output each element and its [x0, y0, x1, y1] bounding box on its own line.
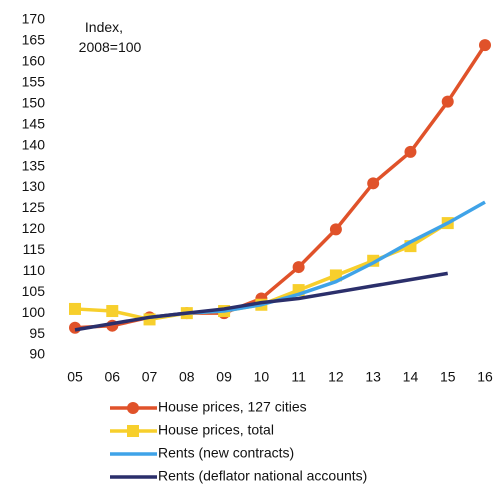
legend-label: House prices, 127 cities — [158, 399, 307, 415]
series-line — [74, 44, 487, 330]
x-tick-label: 08 — [179, 369, 195, 385]
y-tick-label: 155 — [22, 74, 46, 90]
x-tick-label: 16 — [477, 369, 493, 385]
x-tick-label: 06 — [104, 369, 120, 385]
annotation: Index, 2008=100 — [79, 19, 142, 55]
x-tick-label: 14 — [403, 369, 419, 385]
point — [106, 305, 119, 318]
series-line — [149, 200, 486, 320]
y-tick-label: 170 — [22, 11, 46, 27]
y-tick-label: 90 — [29, 346, 45, 362]
series-line — [74, 271, 449, 332]
x-tick-label: 15 — [440, 369, 456, 385]
y-tick-label: 125 — [22, 199, 46, 215]
y-tick-label: 145 — [22, 115, 46, 131]
point — [479, 39, 491, 52]
y-tick-label: 105 — [22, 283, 46, 299]
x-tick-label: 10 — [254, 369, 270, 385]
y-tick-label: 120 — [22, 220, 46, 236]
y-tick-label: 130 — [22, 178, 46, 194]
point — [367, 177, 380, 190]
x-tick-label: 13 — [365, 369, 381, 385]
y-tick-label: 110 — [23, 262, 46, 278]
y-tick-label: 150 — [22, 94, 46, 110]
point — [292, 261, 305, 274]
point — [404, 145, 417, 158]
legend-marker — [127, 425, 139, 437]
point — [441, 95, 454, 108]
y-tick-label: 160 — [22, 53, 46, 69]
y-tick-label: 95 — [29, 325, 45, 341]
legend-label: House prices, total — [158, 422, 274, 438]
legend-label: Rents (deflator national accounts) — [158, 468, 367, 484]
legend-marker — [127, 402, 139, 414]
y-tick-label: 140 — [22, 136, 46, 152]
x-tick-label: 05 — [67, 369, 83, 385]
x-tick-label: 07 — [142, 369, 158, 385]
y-tick-label: 115 — [23, 241, 46, 257]
legend-label: Rents (new contracts) — [158, 445, 294, 461]
point — [69, 302, 81, 315]
y-tick-label: 165 — [22, 32, 46, 48]
x-tick-label: 12 — [328, 369, 344, 385]
x-tick-label: 11 — [291, 369, 306, 385]
y-tick-label: 100 — [22, 304, 46, 320]
x-tick-label: 09 — [216, 369, 232, 385]
point — [329, 223, 342, 236]
y-tick-label: 135 — [22, 157, 46, 173]
